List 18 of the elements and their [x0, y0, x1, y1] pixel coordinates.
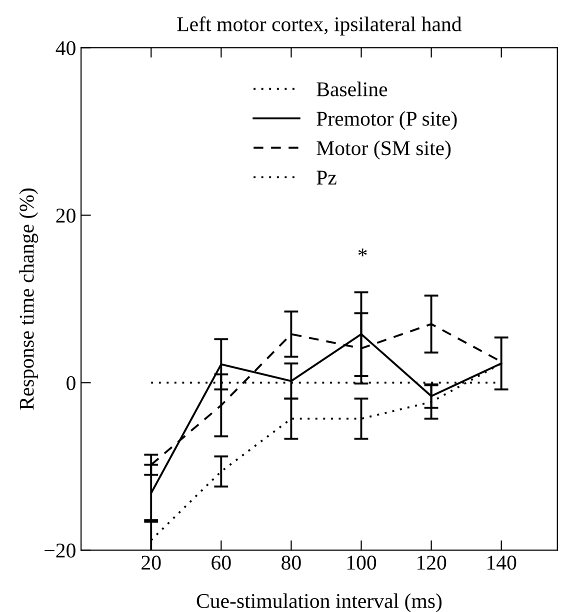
legend-label: Motor (SM site): [316, 140, 451, 160]
x-tick-label: 100: [347, 556, 376, 570]
x-tick-label: 60: [212, 556, 231, 570]
y-axis-title: Response time change (%): [19, 188, 38, 410]
y-tick-label: 40: [56, 41, 76, 56]
legend-label: Baseline: [316, 82, 388, 96]
chart-title: Left motor cortex, ipsilateral hand: [177, 16, 462, 36]
y-tick-label: 0: [66, 376, 76, 390]
annotation: *: [358, 248, 367, 256]
legend-label: Pz: [316, 170, 336, 184]
legend-label: Premotor (P site): [316, 111, 457, 130]
x-tick-label: 120: [418, 556, 446, 570]
x-tick-label: 20: [142, 556, 161, 570]
x-tick-label: 80: [282, 556, 301, 570]
x-axis-title: Cue-stimulation interval (ms): [196, 593, 442, 612]
x-tick-label: 140: [488, 556, 516, 570]
y-tick-label: −20: [44, 544, 76, 558]
y-tick-label: 20: [56, 208, 76, 223]
